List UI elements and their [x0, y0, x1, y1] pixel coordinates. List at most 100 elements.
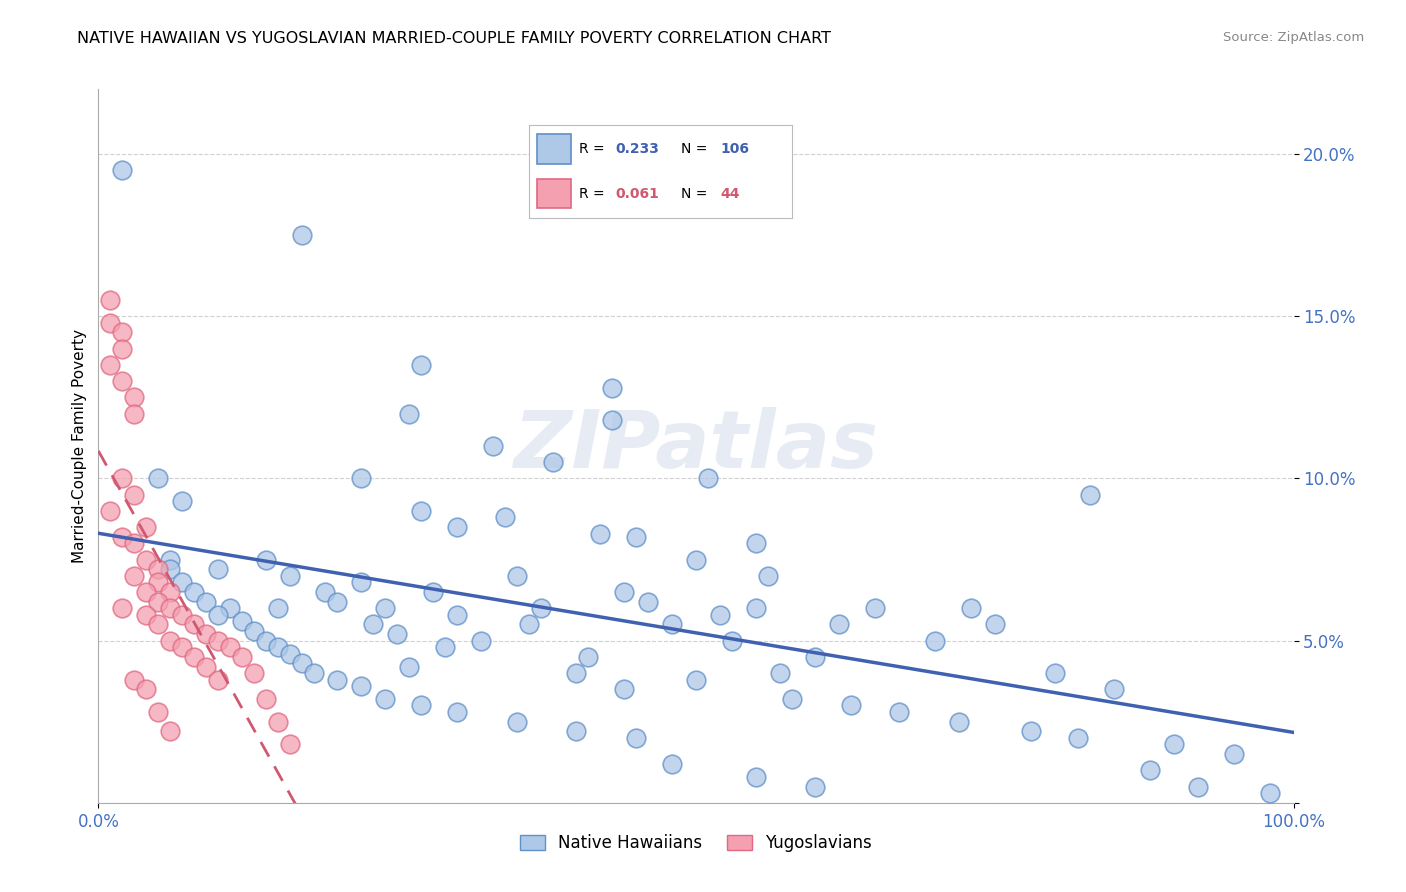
Point: [411, 358, 433, 372]
Point: [422, 585, 444, 599]
Point: [124, 673, 146, 687]
Point: [804, 780, 827, 794]
Point: [111, 163, 134, 178]
Point: [661, 756, 683, 771]
Point: [446, 705, 468, 719]
Point: [219, 640, 242, 654]
Point: [278, 647, 301, 661]
Point: [889, 705, 911, 719]
Point: [278, 568, 301, 582]
Point: [267, 601, 290, 615]
Point: [254, 633, 277, 648]
Point: [709, 607, 731, 622]
Point: [111, 326, 134, 340]
Point: [1019, 724, 1042, 739]
Point: [613, 682, 636, 697]
Point: [506, 568, 529, 582]
Point: [398, 659, 420, 673]
Point: [768, 666, 790, 681]
Point: [159, 552, 181, 566]
Point: [685, 552, 707, 566]
Point: [960, 601, 983, 615]
Point: [1258, 786, 1281, 800]
Point: [517, 617, 540, 632]
Point: [148, 471, 170, 485]
Point: [626, 530, 648, 544]
Point: [745, 770, 768, 784]
Point: [135, 682, 157, 697]
Point: [565, 666, 588, 681]
Point: [326, 595, 349, 609]
Point: [231, 649, 253, 664]
Point: [159, 601, 181, 615]
Point: [111, 530, 134, 544]
Point: [207, 633, 229, 648]
Point: [385, 627, 409, 641]
Point: [1067, 731, 1090, 745]
Point: [828, 617, 851, 632]
Point: [207, 607, 229, 622]
Point: [841, 698, 863, 713]
Point: [207, 673, 229, 687]
Point: [148, 595, 170, 609]
Point: [124, 407, 146, 421]
Point: [183, 649, 205, 664]
Point: [626, 731, 648, 745]
Point: [111, 374, 134, 388]
Point: [1104, 682, 1126, 697]
Point: [98, 293, 122, 307]
Point: [411, 698, 433, 713]
Point: [183, 585, 205, 599]
Point: [159, 562, 181, 576]
Point: [613, 585, 636, 599]
Point: [278, 738, 301, 752]
Point: [231, 614, 253, 628]
Point: [124, 390, 146, 404]
Point: [865, 601, 887, 615]
Y-axis label: Married-Couple Family Poverty: Married-Couple Family Poverty: [72, 329, 87, 563]
Point: [363, 617, 385, 632]
Point: [481, 439, 505, 453]
Point: [948, 714, 970, 729]
Point: [780, 692, 803, 706]
Point: [195, 659, 218, 673]
Point: [254, 552, 277, 566]
Point: [291, 228, 314, 243]
Point: [183, 617, 205, 632]
Point: [124, 568, 146, 582]
Point: [315, 585, 337, 599]
Point: [195, 627, 218, 641]
Point: [350, 471, 373, 485]
Point: [135, 607, 157, 622]
Point: [148, 617, 170, 632]
Point: [254, 692, 277, 706]
Point: [111, 342, 134, 356]
Point: [506, 714, 529, 729]
Point: [541, 455, 564, 469]
Point: [98, 316, 122, 330]
Point: [267, 714, 290, 729]
Point: [350, 575, 373, 590]
Point: [434, 640, 457, 654]
Point: [745, 601, 768, 615]
Point: [291, 657, 314, 671]
Point: [374, 692, 396, 706]
Point: [446, 607, 468, 622]
Point: [267, 640, 290, 654]
Point: [470, 633, 492, 648]
Point: [756, 568, 779, 582]
Point: [243, 624, 266, 638]
Legend: Native Hawaiians, Yugoslavians: Native Hawaiians, Yugoslavians: [513, 828, 879, 859]
Point: [984, 617, 1007, 632]
Point: [530, 601, 553, 615]
Point: [219, 601, 242, 615]
Point: [924, 633, 946, 648]
Point: [637, 595, 659, 609]
Point: [172, 640, 194, 654]
Point: [411, 504, 433, 518]
Point: [697, 471, 720, 485]
Point: [446, 520, 468, 534]
Point: [124, 536, 146, 550]
Point: [135, 520, 157, 534]
Point: [350, 679, 373, 693]
